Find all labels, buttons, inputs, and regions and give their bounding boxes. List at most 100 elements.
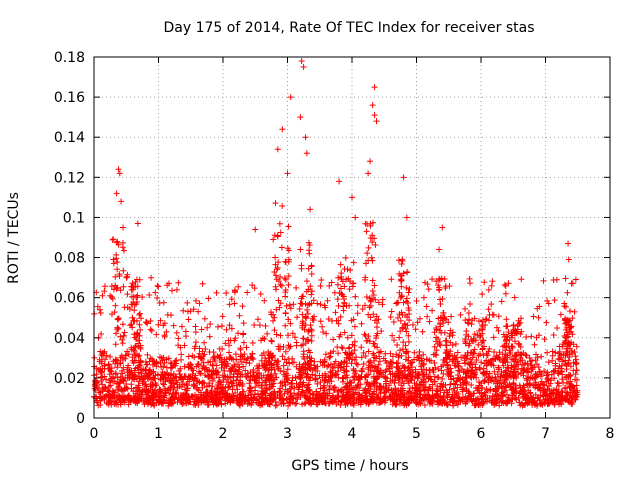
data-point (448, 313, 455, 320)
data-point (545, 300, 552, 307)
data-point (110, 236, 117, 243)
data-point (403, 295, 410, 302)
data-point (557, 365, 564, 372)
data-point (130, 298, 137, 305)
data-point (537, 373, 544, 380)
data-point (241, 351, 248, 358)
data-point (354, 384, 361, 391)
data-point (137, 358, 144, 365)
data-point (328, 279, 335, 286)
data-point (332, 358, 339, 365)
data-point (483, 386, 490, 393)
data-point (115, 387, 122, 394)
data-point (406, 388, 413, 395)
data-point (505, 396, 512, 403)
data-point (329, 367, 336, 374)
data-point (479, 325, 486, 332)
data-point (169, 383, 176, 390)
data-point (271, 314, 278, 321)
data-point (373, 355, 380, 362)
data-point (455, 374, 462, 381)
data-point (329, 399, 336, 406)
data-point (205, 359, 212, 366)
data-point (568, 398, 575, 405)
data-point (329, 372, 336, 379)
data-point (441, 275, 448, 282)
data-point (551, 297, 558, 304)
data-point (340, 303, 347, 310)
data-point (377, 369, 384, 376)
data-point (137, 326, 144, 333)
data-point (306, 398, 313, 405)
data-point (262, 355, 269, 362)
data-point (504, 323, 511, 330)
data-point (452, 356, 459, 363)
data-point (488, 377, 495, 384)
data-point (169, 287, 176, 294)
data-point (211, 356, 218, 363)
data-point (249, 399, 256, 406)
data-point (425, 387, 432, 394)
data-point (110, 260, 117, 267)
data-point (567, 372, 574, 379)
data-point (268, 397, 275, 404)
data-point (536, 303, 543, 310)
data-point (98, 369, 105, 376)
data-point (418, 360, 425, 367)
data-point (192, 323, 199, 330)
data-point (437, 387, 444, 394)
data-point (99, 381, 106, 388)
data-point (397, 294, 404, 301)
data-point (306, 250, 313, 257)
data-point (363, 260, 370, 267)
data-point (494, 392, 501, 399)
data-point (300, 335, 307, 342)
data-point (105, 394, 112, 401)
data-point (372, 296, 379, 303)
data-point (301, 355, 308, 362)
data-point (221, 367, 228, 374)
data-point (285, 332, 292, 339)
y-axis-title: ROTI / TECUs (6, 192, 22, 284)
data-point (242, 398, 249, 405)
data-point (276, 389, 283, 396)
data-point (122, 352, 129, 359)
data-point (390, 396, 397, 403)
data-point (339, 375, 346, 382)
data-point (132, 283, 139, 290)
data-point (101, 373, 108, 380)
data-point (486, 311, 493, 318)
data-point (447, 348, 454, 355)
data-points (91, 58, 581, 409)
data-point (568, 328, 575, 335)
data-point (427, 399, 434, 406)
data-point (394, 314, 401, 321)
data-point (537, 369, 544, 376)
data-point (207, 321, 214, 328)
data-point (555, 370, 562, 377)
data-point (573, 382, 580, 389)
data-point (350, 280, 357, 287)
data-point (272, 283, 279, 290)
data-point (213, 391, 220, 398)
data-point (298, 366, 305, 373)
data-point (429, 381, 436, 388)
data-point (318, 398, 325, 405)
data-point (314, 363, 321, 370)
data-point (525, 365, 532, 372)
data-point (226, 368, 233, 375)
data-point (543, 319, 550, 326)
data-point (515, 340, 522, 347)
data-point (199, 365, 206, 372)
data-point (142, 381, 149, 388)
data-point (387, 350, 394, 357)
data-point (251, 322, 258, 329)
data-point (412, 385, 419, 392)
data-point (270, 311, 277, 318)
data-point (373, 118, 380, 125)
data-point (572, 371, 579, 378)
data-point (323, 330, 330, 337)
data-point (244, 289, 251, 296)
data-point (279, 353, 286, 360)
data-point (400, 324, 407, 331)
